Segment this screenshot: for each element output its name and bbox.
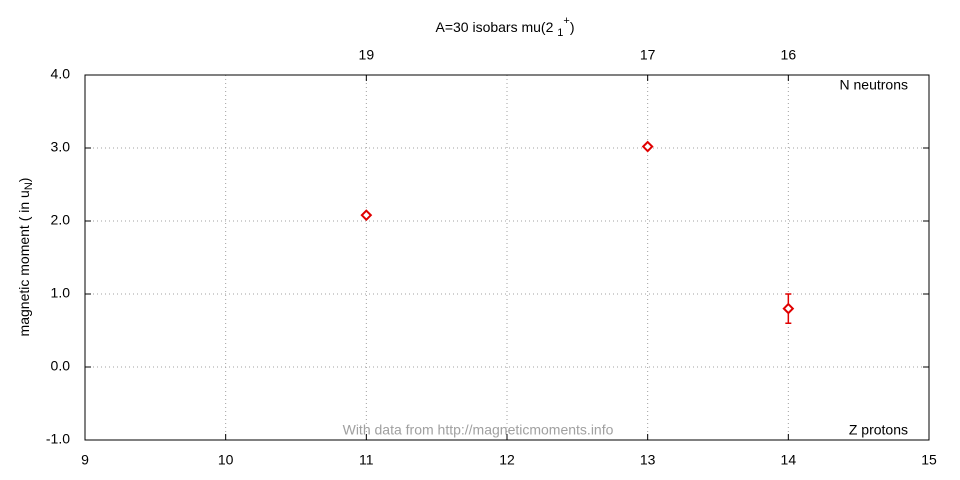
- x-tick-label: 11: [359, 452, 374, 468]
- y-tick-label: 4.0: [51, 66, 71, 82]
- annotation: N neutrons: [840, 77, 908, 93]
- marker: [782, 302, 795, 315]
- annotation: Z protons: [849, 422, 908, 438]
- x2-tick-label: 19: [359, 47, 375, 63]
- y-label-close: ): [16, 178, 32, 183]
- title-superscript: +: [563, 15, 569, 27]
- plot-frame: [84, 74, 930, 441]
- x-tick-label: 13: [640, 452, 656, 468]
- y-label-main: magnetic moment ( in u: [16, 190, 32, 336]
- chart-title: A=30 isobars mu(2 1+): [435, 15, 574, 39]
- y-axis-label: magnetic moment ( in uN): [16, 178, 35, 337]
- x-tick-label: 15: [921, 452, 937, 468]
- x-tick-label: 10: [218, 452, 234, 468]
- y-label-subscript: N: [23, 182, 35, 190]
- x-tick-label: 9: [81, 452, 89, 468]
- title-close: ): [570, 19, 575, 35]
- y-tick-label: -1.0: [46, 431, 70, 447]
- marker: [360, 209, 373, 222]
- y-tick-label: 2.0: [51, 212, 71, 228]
- y-tick-label: 0.0: [51, 358, 71, 374]
- x-tick-label: 12: [499, 452, 515, 468]
- credit: With data from http://magneticmoments.in…: [343, 422, 614, 438]
- x-tick-label: 14: [781, 452, 797, 468]
- y-tick-label: 1.0: [51, 285, 71, 301]
- x2-tick-label: 17: [640, 47, 656, 63]
- y-tick-label: 3.0: [51, 139, 71, 155]
- x2-tick-label: 16: [781, 47, 797, 63]
- title-main: A=30 isobars mu(2: [435, 19, 557, 35]
- title-subscript: 1: [557, 27, 563, 39]
- marker: [641, 140, 654, 153]
